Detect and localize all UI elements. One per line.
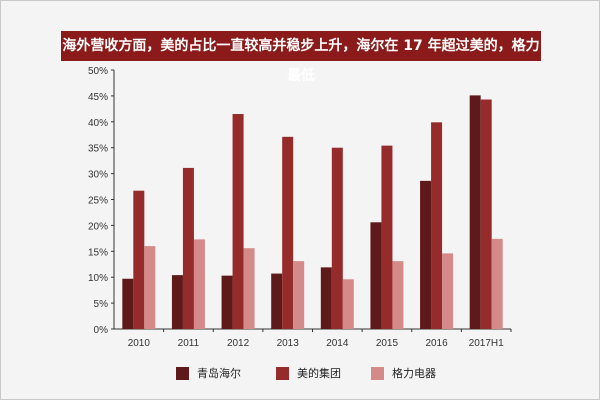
x-tick-label: 2012 (227, 338, 250, 349)
bar-2013-2 (293, 261, 305, 329)
legend-label: 格力电器 (392, 367, 436, 380)
legend-label: 青岛海尔 (197, 367, 241, 380)
bar-2015-1 (381, 145, 393, 329)
bar-2017H1-1 (480, 99, 492, 329)
y-tick-label: 25% (88, 196, 108, 207)
x-tick-label: 2017H1 (469, 338, 504, 349)
legend-item-midea: 美的集团 (276, 365, 341, 381)
legend-swatch (276, 366, 289, 380)
y-tick-label: 10% (88, 273, 108, 284)
legend-item-gree: 格力电器 (371, 365, 436, 381)
y-tick-label: 40% (88, 118, 108, 129)
y-tick-label: 50% (88, 66, 108, 77)
legend-swatch (176, 366, 189, 380)
bar-2014-0 (320, 267, 332, 329)
y-tick-label: 20% (88, 221, 108, 232)
legend-swatch (371, 366, 384, 380)
bar-2014-1 (331, 147, 343, 329)
bar-2017H1-0 (469, 95, 481, 329)
legend-item-haier: 青岛海尔 (176, 365, 241, 381)
bar-2014-2 (342, 279, 354, 329)
bar-2013-0 (271, 273, 283, 329)
bar-2017H1-2 (491, 238, 503, 329)
x-tick-label: 2014 (326, 338, 349, 349)
bar-2012-0 (221, 275, 233, 329)
y-tick-label: 0% (94, 325, 109, 336)
y-tick-label: 35% (88, 144, 108, 155)
bar-2011-0 (171, 275, 183, 329)
y-tick-label: 30% (88, 170, 108, 181)
chart-title: 海外营收方面，美的占比一直较高并稳步上升，海尔在 17 年超过美的，格力最低 (61, 31, 541, 84)
bar-2010-2 (144, 246, 156, 329)
bar-2015-0 (370, 222, 382, 329)
bar-2016-2 (442, 253, 454, 329)
legend-label: 美的集团 (297, 367, 341, 380)
bar-2013-1 (282, 136, 294, 329)
bar-2016-1 (431, 122, 443, 330)
bar-2010-0 (122, 278, 134, 329)
bar-2012-2 (243, 248, 255, 329)
bar-2010-1 (133, 190, 145, 329)
x-tick-label: 2015 (376, 338, 399, 349)
x-tick-label: 2013 (277, 338, 300, 349)
bar-2011-2 (193, 239, 205, 329)
y-tick-label: 45% (88, 92, 108, 103)
x-tick-label: 2016 (425, 338, 448, 349)
x-tick-label: 2011 (178, 338, 200, 349)
bar-2015-2 (392, 261, 404, 329)
bar-2016-0 (420, 180, 432, 329)
bar-2011-1 (182, 167, 194, 329)
x-tick-label: 2010 (128, 338, 151, 349)
y-tick-label: 5% (94, 299, 109, 310)
y-tick-label: 15% (88, 247, 108, 258)
bar-2012-1 (232, 114, 244, 329)
